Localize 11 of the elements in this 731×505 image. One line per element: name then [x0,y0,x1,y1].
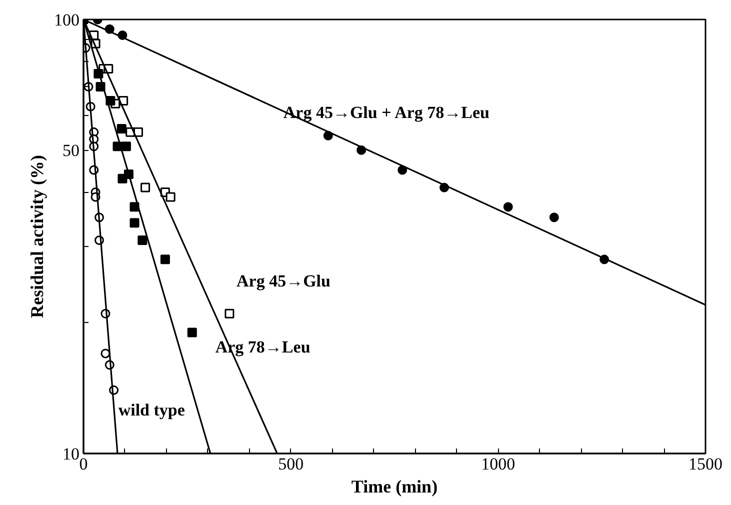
annotation: wild type [118,400,186,420]
x-tick-label: 500 [278,454,304,474]
y-tick-label: 10 [62,444,80,464]
y-tick-label: 50 [62,141,80,160]
x-tick-label: 1000 [481,454,516,474]
x-tick-label: 0 [79,454,88,474]
y-axis-title: Residual activity (%) [27,155,47,318]
annotation: Arg 45→Glu [236,271,330,290]
x-tick-label: 1500 [688,454,722,474]
x-axis-title: Time (min) [351,476,438,496]
y-tick-label: 100 [54,10,80,30]
